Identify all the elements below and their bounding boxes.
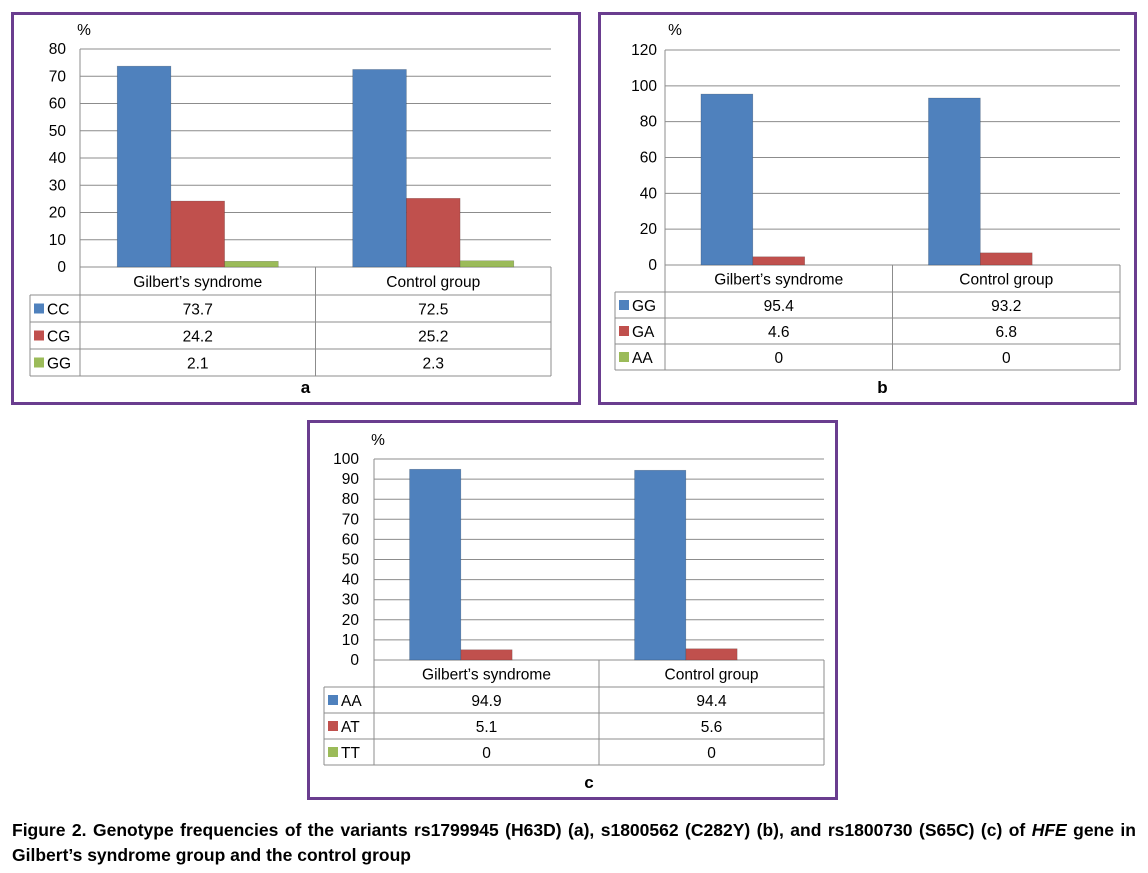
bar-c-aa-1 (634, 469, 687, 661)
legend-swatch-b-aa (619, 352, 629, 362)
y-tick-label-b-3: 60 (640, 150, 658, 167)
data-label-b-ga-1: 6.8 (995, 324, 1017, 341)
bar-a-gg-1 (459, 260, 515, 268)
legend-label-b-aa: AA (632, 350, 653, 367)
y-tick-label-c-0: 0 (350, 652, 359, 669)
y-tick-label-c-8: 80 (342, 491, 360, 508)
data-label-a-cc-1: 72.5 (418, 302, 448, 319)
legend-swatch-c-aa (328, 695, 338, 705)
data-label-c-aa-0: 94.9 (471, 693, 501, 710)
data-label-a-cg-1: 25.2 (418, 329, 448, 346)
y-tick-label-c-4: 40 (342, 572, 360, 589)
panel-label-b: b (877, 378, 887, 397)
data-label-b-aa-1: 0 (1002, 350, 1011, 367)
category-label-a-0: Gilbert’s syndrome (133, 274, 262, 291)
data-label-c-at-0: 5.1 (476, 719, 498, 736)
chart-panel-b: 0 20 40 60 80 100 120% Gilbert’s syndrome Contro… (598, 12, 1137, 405)
y-tick-label-a-6: 60 (49, 96, 67, 113)
data-label-c-tt-0: 0 (482, 745, 491, 762)
data-label-b-aa-0: 0 (774, 350, 783, 367)
y-tick-label-c-1: 10 (342, 632, 360, 649)
legend-swatch-b-ga (619, 326, 629, 336)
legend-label-c-tt: TT (341, 745, 360, 762)
legend-label-c-at: AT (341, 719, 360, 736)
y-tick-label-a-4: 40 (49, 150, 67, 167)
bar-b-gg-0 (700, 93, 754, 266)
legend-swatch-c-at (328, 721, 338, 731)
y-tick-label-c-10: 100 (333, 451, 359, 468)
y-tick-label-b-1: 20 (640, 221, 658, 238)
y-tick-label-a-1: 10 (49, 232, 67, 249)
legend-label-b-gg: GG (632, 298, 656, 315)
y-tick-label-c-2: 20 (342, 612, 360, 629)
y-tick-label-a-3: 30 (49, 177, 67, 194)
y-tick-label-a-0: 0 (57, 259, 66, 276)
chart-c-svg: 0 10 20 30 40 50 60 70 80 90 100% Gilbert’s syndrom… (323, 432, 825, 792)
y-tick-label-c-7: 70 (342, 511, 360, 528)
data-label-c-aa-1: 94.4 (696, 693, 727, 710)
data-label-b-ga-0: 4.6 (768, 324, 790, 341)
y-tick-label-a-8: 80 (49, 41, 67, 58)
legend-label-a-cg: CG (47, 329, 70, 346)
bar-c-aa-0 (409, 468, 462, 661)
figure-caption: Figure 2. Genotype frequencies of the va… (12, 818, 1136, 868)
chart-panel-c: 0 10 20 30 40 50 60 70 80 90 100% Gilbert’s syndrom… (307, 420, 838, 800)
data-label-c-tt-1: 0 (707, 745, 716, 762)
y-axis-label-b: % (668, 22, 682, 39)
category-label-a-1: Control group (386, 274, 480, 291)
caption-text-1: Figure 2. Genotype frequencies of the va… (12, 820, 1032, 840)
caption-text-2: gene in Gilbert’s syndrome group and the… (12, 820, 1136, 865)
y-tick-label-c-5: 50 (342, 552, 360, 569)
y-tick-label-b-6: 120 (631, 42, 657, 59)
panel-label-c: c (584, 773, 593, 792)
category-label-c-1: Control group (665, 667, 759, 684)
y-tick-label-c-3: 30 (342, 592, 360, 609)
bar-b-ga-1 (980, 252, 1033, 266)
legend-swatch-b-gg (619, 300, 629, 310)
legend-label-a-gg: GG (47, 356, 71, 373)
category-label-b-1: Control group (959, 272, 1053, 289)
y-tick-label-b-2: 40 (640, 185, 658, 202)
y-tick-label-c-9: 90 (342, 471, 360, 488)
category-label-c-0: Gilbert’s syndrome (422, 667, 551, 684)
bar-b-ga-0 (752, 256, 805, 266)
legend-label-c-aa: AA (341, 693, 362, 710)
data-label-a-gg-1: 2.3 (422, 356, 444, 373)
bar-c-at-0 (460, 649, 513, 661)
legend-swatch-a-gg (34, 357, 44, 368)
data-label-b-gg-1: 93.2 (991, 298, 1021, 315)
data-label-a-cg-0: 24.2 (183, 329, 213, 346)
bar-a-gg-0 (224, 260, 279, 268)
bar-a-cc-1 (352, 69, 407, 268)
chart-a-svg: 0 10 20 30 40 50 60 70 80% Gilbert’s syndrome Cont… (29, 22, 552, 397)
bar-c-at-1 (685, 648, 738, 661)
bar-a-cg-1 (406, 198, 461, 268)
y-tick-label-a-2: 20 (49, 205, 67, 222)
bar-b-gg-1 (928, 97, 981, 266)
y-tick-label-c-6: 60 (342, 531, 360, 548)
y-tick-label-b-0: 0 (648, 257, 657, 274)
y-tick-label-a-7: 70 (49, 68, 67, 85)
data-label-b-gg-0: 95.4 (764, 298, 795, 315)
y-axis-label-c: % (371, 432, 385, 449)
bar-a-cc-0 (116, 65, 172, 268)
y-tick-label-a-5: 50 (49, 123, 67, 140)
data-label-c-at-1: 5.6 (701, 719, 723, 736)
chart-panel-a: 0 10 20 30 40 50 60 70 80% Gilbert’s syndrome Cont… (11, 12, 581, 405)
bar-a-cg-0 (170, 200, 225, 268)
legend-swatch-c-tt (328, 747, 338, 757)
chart-b-svg: 0 20 40 60 80 100 120% Gilbert’s syndrome Contro… (614, 22, 1121, 397)
panel-label-a: a (301, 378, 311, 397)
y-tick-label-b-4: 80 (640, 114, 658, 131)
legend-label-b-ga: GA (632, 324, 655, 341)
data-label-a-gg-0: 2.1 (187, 356, 209, 373)
y-tick-label-b-5: 100 (631, 78, 657, 95)
legend-swatch-a-cg (34, 330, 44, 341)
legend-label-a-cc: CC (47, 302, 69, 319)
category-label-b-0: Gilbert’s syndrome (714, 272, 843, 289)
data-label-a-cc-0: 73.7 (183, 302, 213, 319)
legend-swatch-a-cc (34, 303, 44, 314)
y-axis-label-a: % (77, 22, 91, 39)
caption-gene: HFE (1031, 820, 1067, 840)
